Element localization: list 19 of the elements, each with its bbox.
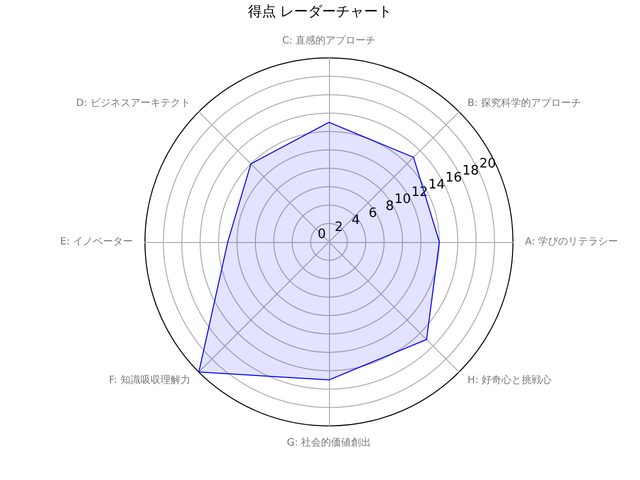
spoke-label: H: 好奇心と挑戦心 — [468, 374, 552, 386]
spoke-label: A: 学びのリテラシー — [524, 235, 618, 248]
y-tick-label: 18 — [462, 164, 479, 179]
y-tick-label: 16 — [445, 170, 462, 186]
y-tick-label: 2 — [334, 220, 343, 235]
y-tick-label: 20 — [479, 156, 496, 172]
spoke-label: E: イノベーター — [60, 236, 133, 248]
chart-title: 得点 レーダーチャート — [248, 4, 392, 20]
y-tick-label: 10 — [394, 192, 411, 207]
y-tick-label: 4 — [352, 212, 360, 228]
spoke-label: D: ビジネスアーキテクト — [76, 98, 190, 109]
spoke-label: C: 直感的アプローチ — [282, 34, 376, 46]
y-tick-label: 14 — [428, 178, 445, 193]
y-tick-label: 0 — [318, 227, 326, 242]
y-tick-label: 6 — [368, 206, 377, 221]
spoke-label: G: 社会的価値創出 — [286, 436, 372, 448]
spoke-label: B: 探究科学的アプローチ — [468, 96, 581, 109]
y-tick-label: 8 — [386, 198, 394, 214]
spoke-label: F: 知識吸収理解力 — [108, 374, 190, 386]
